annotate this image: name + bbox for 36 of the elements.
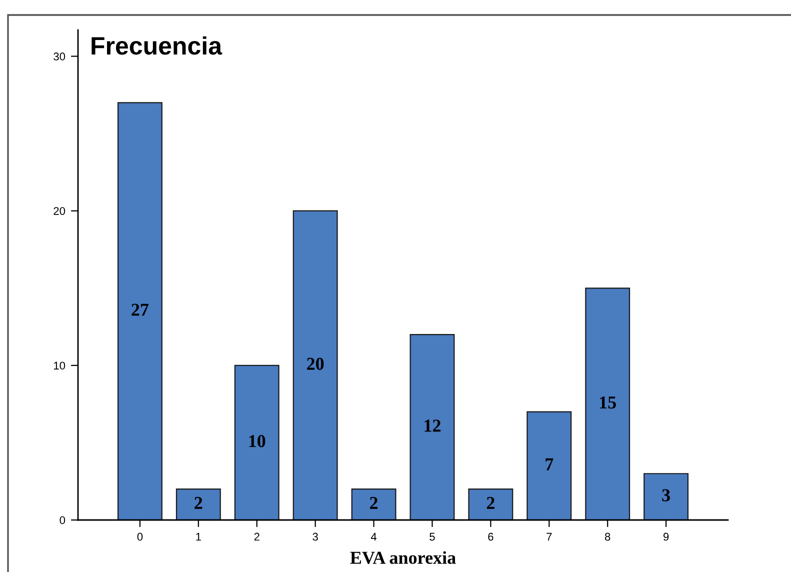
x-tick-label: 1 [196,532,201,541]
x-tick-label: 0 [137,532,143,541]
y-tick-label: 0 [60,516,66,524]
data-label: 20 [307,358,324,370]
x-tick-label: 6 [488,532,494,541]
bar [117,102,162,520]
bar [410,334,455,520]
x-tick-label: 9 [663,532,669,541]
bar [292,210,338,520]
bar [176,488,221,520]
y-tick-label: 20 [54,207,66,215]
data-label: 15 [600,396,616,409]
x-tick-label: 4 [370,532,377,541]
x-tick-label: 2 [254,532,260,541]
data-label: 10 [249,435,266,448]
data-label: 27 [132,304,149,316]
bar [585,288,630,520]
y-tick-label: 10 [54,362,66,370]
x-tick-label: 8 [604,532,610,541]
x-axis-title: EVA anorexia [350,551,456,564]
bar [468,488,514,520]
bar [644,473,689,520]
y-tick-label: 30 [54,52,66,60]
data-label: 7 [546,458,554,470]
data-label: 2 [486,496,494,509]
x-tick-label: 5 [430,532,435,541]
y-axis-title: Frecuencia [92,36,222,55]
bar [351,488,396,520]
bar [234,364,280,520]
data-label: 12 [424,420,440,432]
data-label: 2 [194,496,202,509]
data-label: 2 [370,496,378,509]
bar [526,411,572,520]
x-tick-label: 3 [312,532,318,541]
data-label: 3 [662,489,670,502]
x-tick-label: 7 [546,532,552,541]
